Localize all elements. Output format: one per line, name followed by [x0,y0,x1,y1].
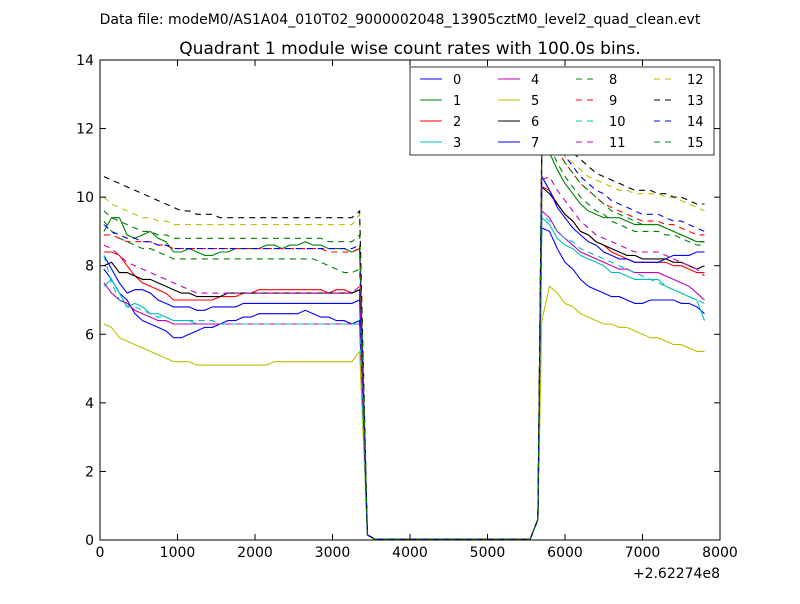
legend-label-6: 6 [531,115,539,130]
x-offset-label: +2.62274e8 [633,566,720,582]
chart-title: Quadrant 1 module wise count rates with … [179,39,640,59]
y-tick-label: 10 [76,190,94,206]
suptitle: Data file: modeM0/AS1A04_010T02_90000020… [100,12,701,28]
series-line-1 [103,148,705,540]
x-tick-label: 0 [96,545,105,561]
x-tick-label: 6000 [547,545,583,561]
y-tick-label: 14 [76,53,94,69]
series-line-10 [103,213,705,540]
series-line-12 [103,130,705,540]
series-line-6 [103,185,705,540]
y-tick-label: 2 [85,464,94,480]
legend-box [409,66,715,156]
x-tick-label: 8000 [702,545,738,561]
legend-label-1: 1 [453,94,461,109]
y-tick-label: 12 [76,122,94,138]
series-line-9 [103,134,705,540]
legend-label-8: 8 [609,73,617,88]
series-line-4 [103,209,705,540]
legend-label-2: 2 [453,115,461,130]
legend-label-4: 4 [531,73,539,88]
x-tick-label: 5000 [470,545,506,561]
legend-label-15: 15 [687,136,704,151]
y-tick-label: 6 [85,327,94,343]
legend-label-12: 12 [687,73,704,88]
legend-label-7: 7 [531,136,539,151]
x-tick-label: 3000 [315,545,351,561]
series-line-15 [103,134,705,540]
legend-label-13: 13 [687,94,704,109]
series-line-0 [103,227,705,540]
series-line-11 [103,175,705,540]
series-lines [103,124,706,540]
legend-label-11: 11 [609,136,626,151]
legend-label-9: 9 [609,94,617,109]
series-line-14 [103,127,705,540]
series-line-2 [103,186,705,540]
series-line-3 [103,216,706,540]
legend-label-3: 3 [453,136,461,151]
x-tick-label: 2000 [237,545,273,561]
y-tick-label: 0 [85,533,94,549]
legend-label-10: 10 [609,115,626,130]
legend-label-14: 14 [687,115,704,130]
series-line-8 [103,144,705,540]
x-tick-label: 7000 [625,545,661,561]
legend-label-0: 0 [453,73,461,88]
legend-label-5: 5 [531,94,539,109]
x-tick-label: 1000 [160,545,196,561]
y-tick-label: 4 [85,396,94,412]
y-tick-label: 8 [85,259,94,275]
x-tick-label: 4000 [392,545,428,561]
series-line-7 [103,174,705,540]
